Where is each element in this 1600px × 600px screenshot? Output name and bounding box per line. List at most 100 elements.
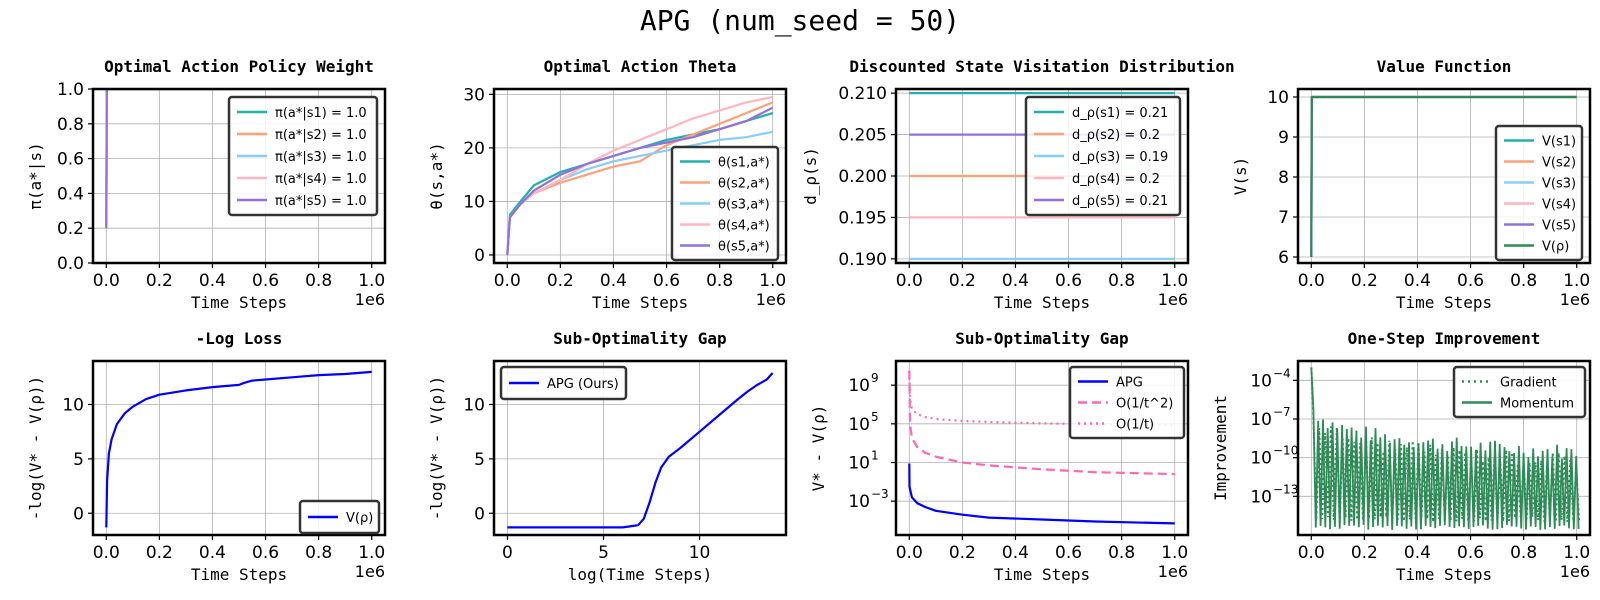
- legend: Gradient Momentum: [1452, 365, 1587, 419]
- legend-label: V(s2): [1542, 156, 1576, 171]
- legend: d_ρ(s1) = 0.21 d_ρ(s2) = 0.2 d_ρ(s3) = 0.1…: [1024, 95, 1182, 217]
- x-tick-label: 0.8: [706, 271, 733, 291]
- x-tick-label: 0.6: [1055, 271, 1082, 291]
- x-offset-label: 1e6: [1158, 562, 1188, 581]
- subplot-title: One-Step Improvement: [1348, 329, 1541, 348]
- legend-box: [670, 145, 780, 262]
- y-tick-exponent: 9: [871, 371, 879, 385]
- legend-label: APG (Ours): [547, 377, 619, 392]
- series-line-1: [105, 370, 372, 528]
- x-tick-label: 0.6: [252, 543, 279, 563]
- legend-label: O(1/t): [1116, 418, 1154, 433]
- y-tick-label: 10: [848, 454, 870, 474]
- x-tick-label: 0.4: [1404, 543, 1431, 563]
- subplot-6: 0 5 10 0 5 10 Sub-Optimality Gap log(Time Steps…: [427, 329, 788, 584]
- legend-label: Gradient: [1500, 376, 1557, 391]
- x-tick-label: 0.8: [305, 271, 332, 291]
- axes-frame: [91, 359, 387, 537]
- series-line-5: [105, 89, 372, 229]
- x-tick-label: 0.8: [1510, 271, 1537, 291]
- x-tick-label: 0.2: [146, 271, 173, 291]
- legend-label: V(s3): [1542, 177, 1576, 192]
- series-group: [105, 89, 372, 229]
- x-tick-label: 0.2: [949, 543, 976, 563]
- subplot-title: Sub-Optimality Gap: [955, 329, 1128, 348]
- x-axis-label: Time Steps: [191, 565, 287, 584]
- y-tick-label: 10: [848, 415, 870, 435]
- x-tick-label: 0.4: [199, 543, 226, 563]
- x-offset-label: 1e6: [355, 290, 385, 309]
- legend-box: [1068, 365, 1186, 440]
- legend-label: V(ρ): [1542, 240, 1569, 255]
- legend-label: d_ρ(s2) = 0.2: [1072, 128, 1160, 143]
- x-tick-label: 0.6: [1457, 271, 1484, 291]
- y-tick-exponent: −3: [871, 487, 889, 501]
- x-tick-label: 1.0: [1161, 543, 1188, 563]
- x-tick-label: 0.2: [547, 271, 574, 291]
- y-tick-label: 10: [463, 396, 485, 416]
- legend-box: [499, 365, 628, 401]
- figure-title: APG (num_seed = 50): [639, 4, 961, 37]
- y-tick-label: 0.4: [57, 184, 84, 204]
- x-tick-label: 1.0: [358, 543, 385, 563]
- series-line-5: [506, 106, 774, 256]
- x-offset-label: 1e6: [1158, 290, 1188, 309]
- x-tick-label: 1.0: [1563, 271, 1590, 291]
- y-tick-label: 6: [1278, 248, 1289, 268]
- legend-label: V(s1): [1542, 135, 1576, 150]
- x-axis-label: Time Steps: [1396, 565, 1492, 584]
- y-tick-label: 10: [1250, 371, 1272, 391]
- legend-label: V(ρ): [346, 511, 373, 526]
- subplot-4: 0.0 0.2 0.4 0.6 0.8 1.0 6 7 8 9 10 Value Function Ti…: [1231, 57, 1592, 312]
- x-tick-label: 1.0: [1563, 543, 1590, 563]
- y-tick-exponent: 5: [871, 410, 879, 424]
- y-tick-exponent: −10: [1273, 444, 1298, 458]
- x-offset-label: 1e6: [355, 562, 385, 581]
- x-tick-label: 0.8: [1108, 271, 1135, 291]
- legend-label: d_ρ(s5) = 0.21: [1072, 194, 1168, 209]
- legend: π(a*|s1) = 1.0 π(a*|s2) = 1.0 π(a*|s3) = 1…: [227, 95, 379, 217]
- legend-label: d_ρ(s3) = 0.19: [1072, 150, 1168, 165]
- y-tick-label: 0: [474, 246, 485, 266]
- x-tick-label: 1.0: [358, 271, 385, 291]
- legend-label: V(s4): [1542, 198, 1576, 213]
- legend-label: π(a*|s4) = 1.0: [275, 172, 367, 187]
- x-tick-label: 0.6: [252, 271, 279, 291]
- legend-label: d_ρ(s4) = 0.2: [1072, 172, 1160, 187]
- x-tick-label: 0: [502, 543, 513, 563]
- legend-label: APG: [1116, 376, 1143, 391]
- legend-label: θ(s5,a*): [718, 240, 770, 255]
- y-tick-label: 10: [848, 492, 870, 512]
- legend-label: d_ρ(s1) = 0.21: [1072, 106, 1168, 121]
- axes-frame: [894, 359, 1190, 537]
- y-tick-exponent: −7: [1273, 405, 1291, 419]
- x-tick-label: 0.2: [1351, 271, 1378, 291]
- y-tick-label: 8: [1278, 168, 1289, 188]
- x-tick-label: 0.2: [1351, 543, 1378, 563]
- x-tick-label: 0.0: [896, 543, 923, 563]
- series-group: [105, 370, 372, 528]
- legend: θ(s1,a*) θ(s2,a*) θ(s3,a*) θ(s4,a*) θ(s5,a*): [670, 145, 780, 262]
- axes-frame: [492, 87, 788, 265]
- x-tick-label: 0.2: [949, 271, 976, 291]
- x-tick-label: 0.0: [1298, 271, 1325, 291]
- y-tick-label: 10: [1250, 449, 1272, 469]
- legend: V(s1) V(s2) V(s3) V(s4) V(s5) V(ρ): [1494, 124, 1584, 262]
- subplot-title: -Log Loss: [196, 329, 283, 348]
- x-tick-label: 1.0: [1161, 271, 1188, 291]
- x-tick-label: 0.4: [1002, 271, 1029, 291]
- series-group: [506, 95, 774, 256]
- subplot-3: 0.0 0.2 0.4 0.6 0.8 1.0 0.190 0.195 0.200 0.205 0.…: [801, 57, 1235, 312]
- series-line-6: [1310, 95, 1577, 258]
- y-tick-label: 0.190: [838, 250, 887, 270]
- y-tick-label: 9: [1278, 128, 1289, 148]
- y-axis-label: V(s): [1231, 157, 1250, 196]
- legend: APG (Ours): [499, 365, 628, 401]
- legend-label: θ(s3,a*): [718, 198, 770, 213]
- x-tick-label: 0.8: [305, 543, 332, 563]
- y-tick-label: 0: [73, 504, 84, 524]
- x-axis-label: Time Steps: [994, 293, 1090, 312]
- subplot-5: 0.0 0.2 0.4 0.6 0.8 1.0 0 5 10 -Log Loss Time Step…: [26, 329, 387, 584]
- axes-frame: [1296, 359, 1592, 537]
- legend-label: π(a*|s1) = 1.0: [275, 106, 367, 121]
